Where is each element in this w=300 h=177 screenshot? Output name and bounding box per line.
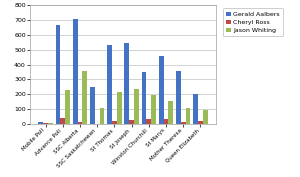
Bar	[134, 89, 139, 124]
Bar	[193, 94, 198, 124]
Bar	[203, 110, 208, 124]
Bar	[73, 19, 78, 124]
Bar	[100, 108, 104, 124]
Bar	[129, 120, 134, 124]
Bar	[151, 95, 156, 124]
Bar	[56, 25, 61, 124]
Bar	[117, 92, 122, 124]
Bar	[38, 122, 43, 124]
Bar	[168, 101, 173, 124]
Bar	[82, 71, 87, 124]
Bar	[185, 108, 190, 124]
Bar	[107, 45, 112, 124]
Bar	[146, 119, 151, 124]
Bar	[61, 118, 65, 124]
Legend: Gerald Aalbers, Cheryl Ross, Jason Whiting: Gerald Aalbers, Cheryl Ross, Jason Whiti…	[223, 8, 283, 36]
Bar	[48, 123, 53, 124]
Bar	[90, 87, 95, 124]
Bar	[164, 119, 168, 124]
Bar	[124, 43, 129, 124]
Bar	[65, 90, 70, 124]
Bar	[43, 123, 48, 124]
Bar	[181, 122, 185, 124]
Bar	[176, 71, 181, 124]
Bar	[112, 121, 117, 124]
Bar	[142, 72, 146, 124]
Bar	[78, 122, 82, 124]
Bar	[198, 121, 203, 124]
Bar	[159, 56, 164, 124]
